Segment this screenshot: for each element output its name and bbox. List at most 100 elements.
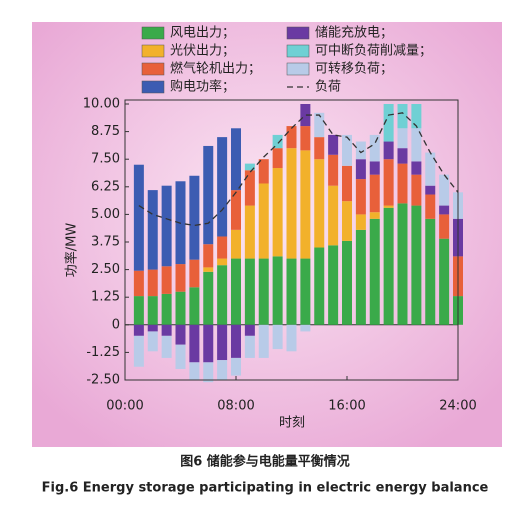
legend-swatch [141,80,165,94]
y-tick-label: 10.00 [83,97,120,112]
bar-segment [189,259,200,288]
legend-label: 燃气轮机出力； [170,61,261,77]
y-tick-label: 3.75 [91,235,120,250]
bar-segment [175,344,186,369]
legend-label: 负荷 [315,80,341,95]
bar-segment [439,205,450,215]
bar-segment [272,324,283,350]
bar-segment [272,256,283,325]
x-tick-label: 16:00 [328,399,365,414]
bar-segment [425,185,436,195]
y-tick-label: 8.75 [91,124,120,139]
bar-segment [328,154,339,186]
bar-segment [439,174,450,206]
bar-segment [383,207,394,325]
caption-cn: 图6 储能参与电能量平衡情况 [180,454,350,470]
y-tick-label: 2.50 [91,262,120,277]
legend-label: 购电功率； [170,79,235,95]
bar-segment [244,170,255,206]
bar-segment [300,150,311,259]
bar-segment [217,137,228,237]
bar-segment [231,324,241,358]
legend-label: 风电出力； [170,26,235,41]
bar-segment [383,104,394,142]
bar-segment [300,324,311,332]
bar-segment [217,324,228,361]
bar-segment [383,159,394,206]
bar-segment [342,134,352,166]
legend-label: 光伏出力； [170,44,235,59]
bar-segment [189,362,200,380]
bar-segment [355,214,366,230]
legend-swatch [141,26,165,40]
bar-segment [397,163,408,204]
bar-segment [300,104,311,127]
bar-segment [189,324,200,363]
bar-segment [328,245,339,325]
x-tick-label: 00:00 [106,399,143,414]
bar-segment [411,104,422,129]
bar-segment [272,168,283,257]
bar-segment [244,324,255,336]
bar-segment [231,357,241,376]
x-axis-label: 时刻 [279,416,305,431]
bar-segment [217,236,228,259]
bar-segment [244,205,255,259]
bar-segment [189,287,200,325]
bar-segment [203,267,214,272]
bar-segment [175,291,186,325]
bar-segment [231,128,241,191]
bar-segment [217,360,228,380]
bar-segment [272,148,283,169]
bar-segment [411,205,422,325]
x-tick-label: 08:00 [217,399,254,414]
bar-segment [217,265,228,325]
bar-segment [369,174,380,213]
bar-segment [355,179,366,215]
bar-segment [175,264,186,292]
bar-segment [175,324,186,345]
bar-segment [244,335,255,358]
bar-segment [231,190,241,230]
bar-segment [258,258,269,325]
bar-segment [328,134,339,155]
bar-segment [342,201,352,241]
bar-segment [258,183,269,259]
bar-segment [286,126,297,149]
legend-swatch [141,62,165,76]
bar-segment [314,247,325,325]
bar-segment [203,271,214,325]
bar-segment [161,293,172,325]
bar-segment [397,128,408,149]
bar-segment [286,324,297,352]
bar-segment [161,185,172,267]
bar-segment [328,185,339,246]
bar-segment [383,205,394,208]
bar-segment [231,229,241,259]
legend-swatch [286,44,310,58]
bar-segment [411,128,422,162]
bar-segment [342,165,352,202]
bar-segment [217,258,228,266]
bar-segment [369,161,380,175]
bar-segment [147,296,158,325]
bar-segment [147,331,158,352]
bar-segment [300,258,311,325]
bar-segment [231,258,241,325]
bar-segment [147,324,158,332]
bar-segment [133,324,144,336]
bar-segment [439,214,450,239]
bar-segment [161,335,172,358]
bar-segment [272,134,283,149]
bar-segment [369,218,380,325]
bar-segment [286,148,297,259]
legend-label: 可转移负荷； [315,62,393,77]
bar-segment [258,324,269,358]
caption-en: Fig.6 Energy storage participating in el… [42,481,489,496]
y-tick-label: 1.25 [91,290,120,305]
bar-segment [133,270,144,297]
bar-segment [203,324,214,363]
bar-segment [425,194,436,219]
y-tick-label: -1.25 [86,345,120,360]
bar-segment [133,296,144,325]
